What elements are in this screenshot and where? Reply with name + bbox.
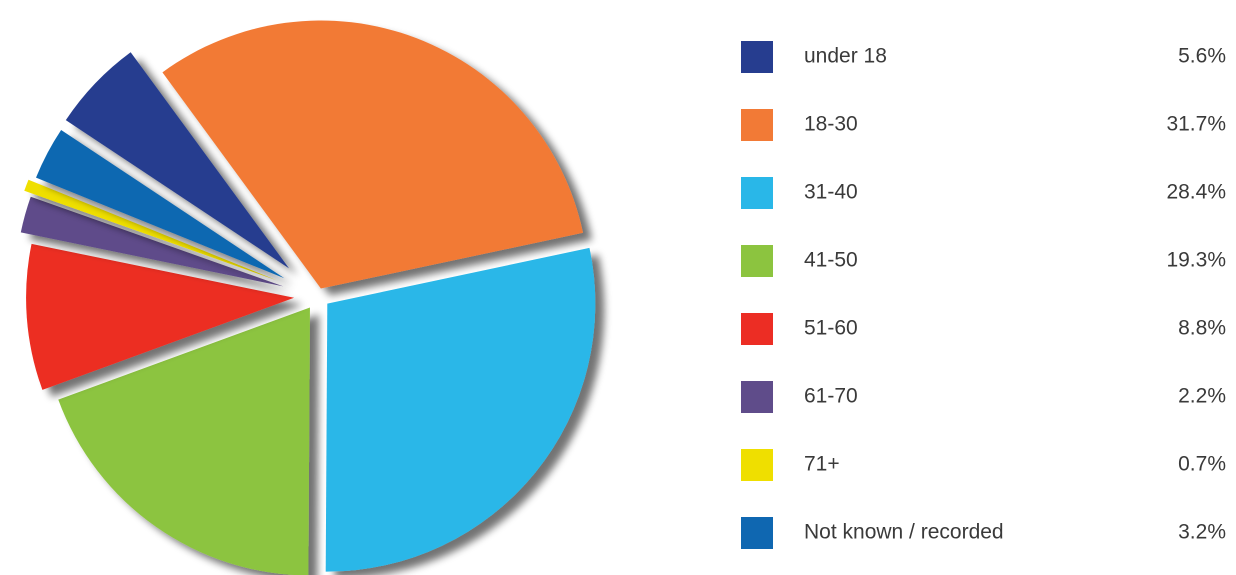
- legend-label: under 18: [804, 45, 887, 68]
- pie-slice: [58, 307, 310, 575]
- pie-slice: [65, 52, 290, 269]
- legend-value: 3.2%: [1178, 521, 1226, 544]
- legend-value: 31.7%: [1166, 113, 1226, 136]
- pie-slice: [26, 243, 295, 390]
- legend-swatch: [741, 177, 773, 209]
- legend-value: 5.6%: [1178, 45, 1226, 68]
- legend-swatch: [741, 313, 773, 345]
- legend-value: 2.2%: [1178, 385, 1226, 408]
- legend-label: 51-60: [804, 317, 858, 340]
- pie-slice: [20, 196, 284, 287]
- legend-swatch: [741, 109, 773, 141]
- pie-slice: [162, 20, 583, 289]
- legend-label: 31-40: [804, 181, 858, 204]
- legend-value: 28.4%: [1166, 181, 1226, 204]
- pie-slice: [325, 247, 596, 572]
- pie-slice: [24, 179, 277, 281]
- legend-swatch: [741, 41, 773, 73]
- legend-swatch: [741, 517, 773, 549]
- legend-swatch: [741, 245, 773, 277]
- legend-value: 19.3%: [1166, 249, 1226, 272]
- legend-value: 8.8%: [1178, 317, 1226, 340]
- legend-label: 61-70: [804, 385, 858, 408]
- legend-label: Not known / recorded: [804, 521, 1004, 544]
- pie: [20, 20, 596, 575]
- legend-label: 41-50: [804, 249, 858, 272]
- legend-value: 0.7%: [1178, 453, 1226, 476]
- legend-label: 71+: [804, 453, 840, 476]
- legend: under 18 5.6% 18-30 31.7% 31-40 28.4% 41-50 19.…: [741, 41, 1226, 549]
- pie-slice: [36, 130, 285, 279]
- legend-label: 18-30: [804, 113, 858, 136]
- legend-swatch: [741, 381, 773, 413]
- legend-swatch: [741, 449, 773, 481]
